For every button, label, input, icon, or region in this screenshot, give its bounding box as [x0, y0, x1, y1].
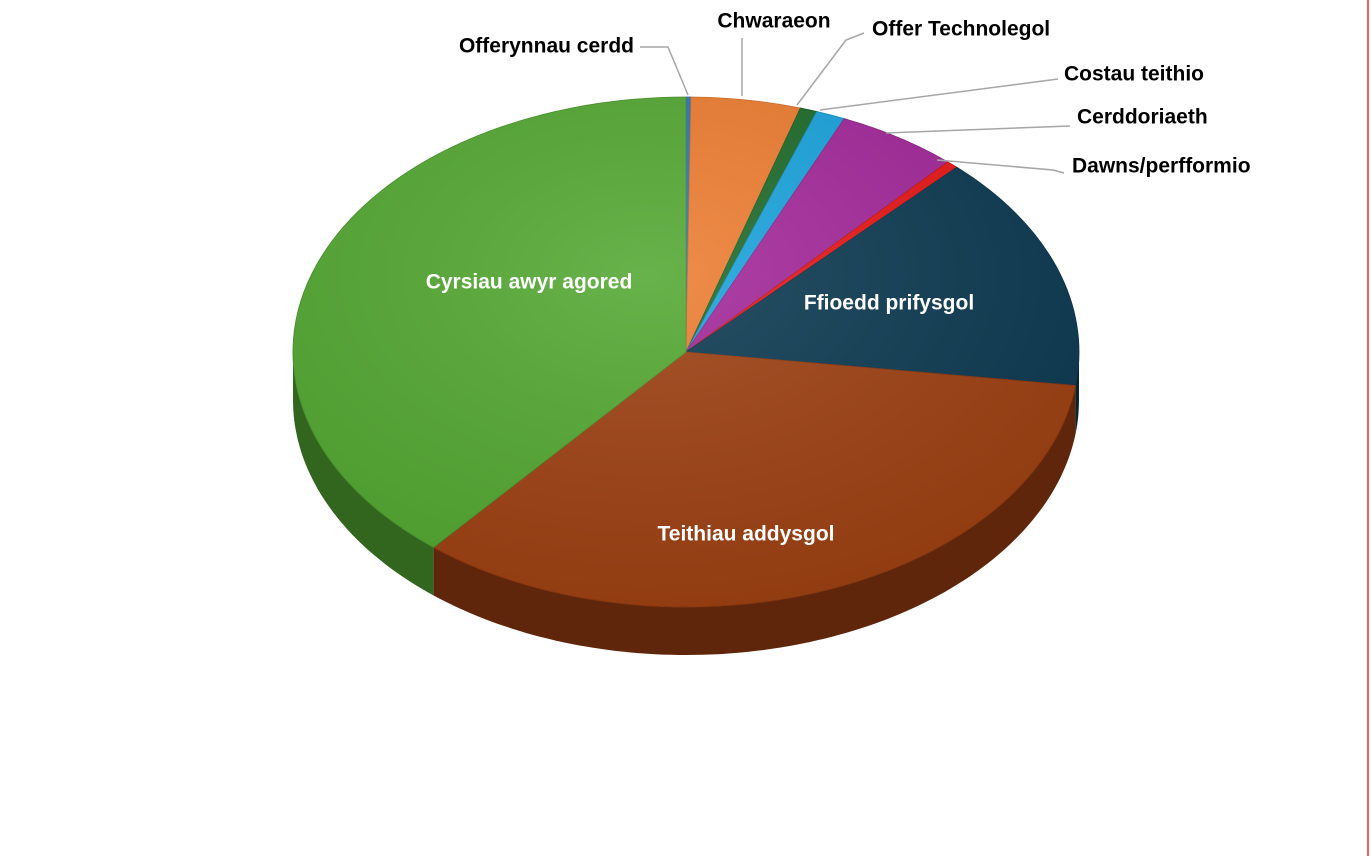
data-label: Dawns/perfformio: [1072, 155, 1251, 178]
leader-line: [796, 32, 865, 106]
data-label: Offer Technolegol: [872, 18, 1050, 41]
data-label: Cerddoriaeth: [1077, 106, 1208, 129]
data-label: Ffioedd prifysgol: [804, 292, 974, 315]
data-label: Cyrsiau awyr agored: [426, 271, 633, 294]
leader-line: [936, 159, 1065, 174]
data-label: Chwaraeon: [717, 10, 830, 33]
leader-line: [819, 78, 1059, 111]
data-label: Costau teithio: [1064, 63, 1204, 86]
data-label: Offerynnau cerdd: [459, 35, 634, 58]
data-label: Teithiau addysgol: [658, 523, 835, 546]
leader-line: [640, 46, 689, 96]
leader-line: [885, 125, 1071, 134]
